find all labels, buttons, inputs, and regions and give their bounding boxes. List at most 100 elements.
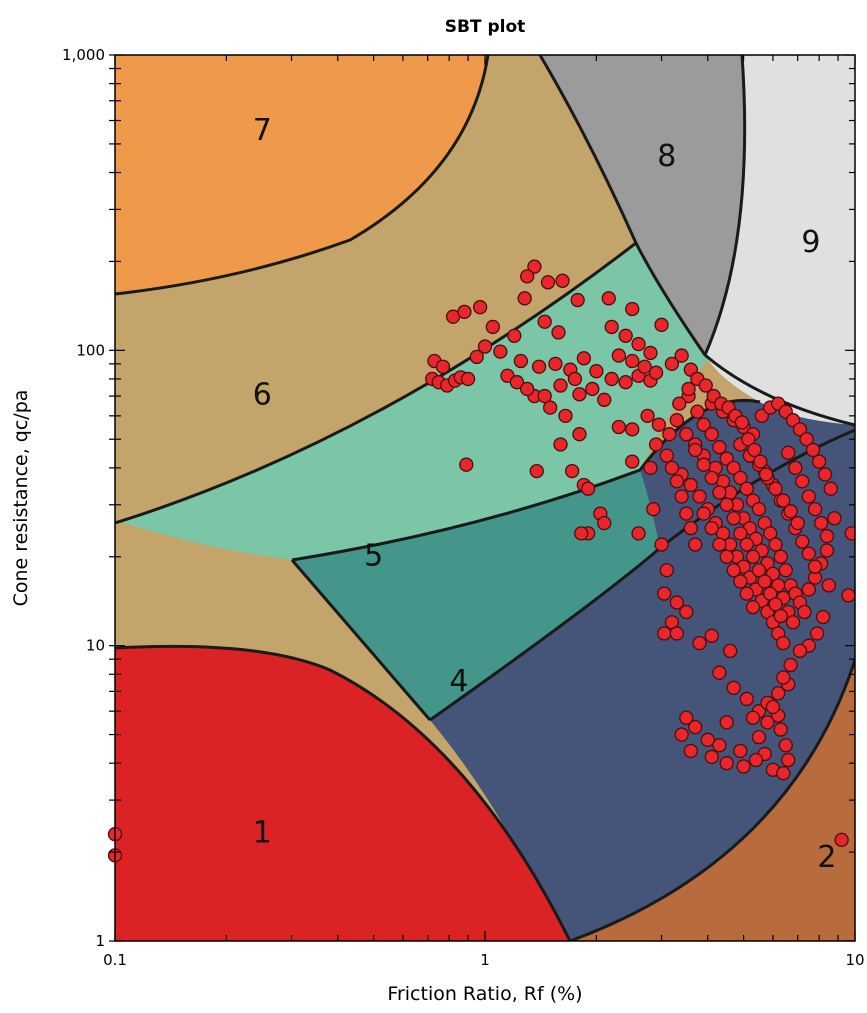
y-tick-label: 100 <box>76 341 105 359</box>
data-point <box>477 339 493 354</box>
data-point <box>527 259 542 274</box>
data-point <box>648 365 664 380</box>
data-point <box>776 493 791 508</box>
data-point <box>733 526 748 541</box>
data-point <box>797 604 812 620</box>
data-points <box>425 259 855 848</box>
data-point <box>507 328 522 343</box>
data-point <box>733 470 748 486</box>
data-point <box>540 275 556 290</box>
data-point <box>648 437 664 452</box>
data-point <box>792 643 808 659</box>
data-point <box>704 628 719 643</box>
data-point <box>513 353 529 369</box>
data-point <box>805 442 821 458</box>
data-point <box>726 460 741 476</box>
data-point <box>736 759 751 774</box>
data-point <box>719 549 734 564</box>
data-point <box>795 534 810 549</box>
zone-2-label: 2 <box>817 840 836 875</box>
data-point <box>683 743 698 759</box>
data-point <box>811 454 827 469</box>
data-point <box>757 574 772 589</box>
data-point <box>679 710 694 725</box>
data-point <box>555 273 570 288</box>
data-point <box>815 609 831 625</box>
data-point <box>551 325 566 340</box>
zone-4-region <box>292 470 660 720</box>
data-point <box>659 563 674 578</box>
boundary-6-8 <box>538 55 855 427</box>
data-point <box>739 481 754 496</box>
data-point <box>776 635 791 651</box>
zone-1-region <box>115 646 570 941</box>
data-point <box>704 470 719 486</box>
data-point <box>745 600 761 615</box>
data-point <box>751 501 767 517</box>
data-point <box>637 359 652 374</box>
data-point <box>773 722 788 737</box>
data-point <box>698 378 713 393</box>
zone-7-label: 7 <box>253 113 272 148</box>
data-point <box>672 396 687 411</box>
data-point <box>643 345 658 361</box>
data-point <box>604 319 619 335</box>
data-point <box>704 749 719 765</box>
data-point <box>683 477 698 493</box>
data-point <box>537 388 552 404</box>
data-point <box>754 408 769 424</box>
data-point <box>604 371 619 387</box>
data-point <box>792 422 808 437</box>
data-point <box>674 727 689 742</box>
data-point <box>654 537 669 552</box>
data-point <box>517 291 532 306</box>
data-point <box>679 506 694 521</box>
data-point <box>664 460 680 476</box>
zone-2-region <box>570 660 855 941</box>
boundary-4-left <box>290 559 432 721</box>
data-point <box>580 481 596 496</box>
zone-4-label: 4 <box>449 664 468 699</box>
data-point <box>611 419 626 435</box>
boundary-8-9 <box>703 55 747 356</box>
data-point <box>553 437 568 452</box>
data-point <box>688 719 703 735</box>
data-point <box>734 415 750 430</box>
data-point <box>625 422 640 437</box>
zone-5-region <box>115 243 720 560</box>
y-tick-label: 1 <box>95 932 105 950</box>
data-point <box>576 351 592 366</box>
data-point <box>790 515 805 531</box>
zone-9-region <box>705 55 855 425</box>
data-point <box>688 442 703 458</box>
data-point <box>778 563 793 578</box>
data-point <box>739 586 754 601</box>
data-point <box>821 578 837 593</box>
data-point <box>819 543 835 558</box>
data-point <box>783 504 798 519</box>
data-point <box>567 371 583 387</box>
data-point <box>726 680 741 695</box>
data-point <box>765 699 781 715</box>
data-point <box>585 381 600 397</box>
y-axis-label: Cone resistance, qc/pa <box>10 390 32 607</box>
chart-title: SBT plot <box>445 17 526 37</box>
data-point <box>776 670 791 685</box>
data-point <box>597 515 612 531</box>
data-point <box>669 595 685 610</box>
data-point <box>679 604 694 620</box>
data-point <box>589 364 604 379</box>
x-tick-label: 10 <box>845 951 864 969</box>
data-point <box>801 582 816 597</box>
data-point <box>651 417 666 432</box>
data-point <box>553 378 568 393</box>
data-point <box>773 549 788 564</box>
data-point <box>733 574 748 589</box>
x-tick-label: 0.1 <box>103 951 127 969</box>
data-point <box>704 427 719 442</box>
data-point <box>773 608 788 624</box>
data-point <box>692 489 707 504</box>
data-point <box>712 537 727 552</box>
data-point <box>618 328 633 343</box>
